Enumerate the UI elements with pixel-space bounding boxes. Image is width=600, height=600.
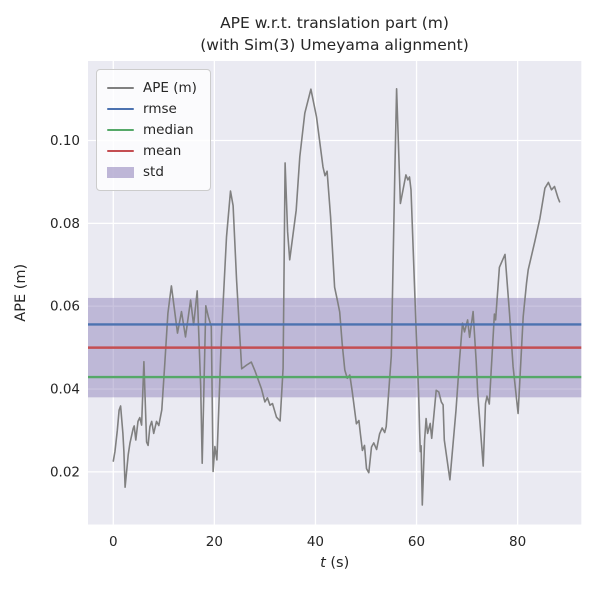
legend-label: rmse [143, 100, 177, 117]
legend-line-swatch [107, 150, 134, 153]
x-tick-label: 80 [509, 534, 526, 550]
x-axis-label: t (s) [320, 555, 349, 571]
legend-line-swatch [107, 86, 134, 89]
y-tick-label: 0.04 [50, 382, 80, 398]
legend-line-swatch [107, 107, 134, 110]
x-tick-label: 60 [408, 534, 425, 550]
x-tick-label: 40 [307, 534, 324, 550]
legend-label: mean [143, 143, 182, 160]
legend-item-rmse: rmse [107, 98, 197, 119]
legend-line-swatch [107, 128, 134, 131]
y-tick-label: 0.10 [50, 133, 80, 149]
legend-label: std [143, 164, 164, 181]
y-axis-label: APE (m) [13, 264, 29, 322]
chart-subtitle: (with Sim(3) Umeyama alignment) [200, 36, 469, 54]
y-tick-label: 0.02 [50, 464, 80, 480]
legend-item-median: median [107, 119, 197, 140]
x-tick-label: 0 [109, 534, 118, 550]
legend-item-ape-m-: APE (m) [107, 77, 197, 98]
chart-title: APE w.r.t. translation part (m) [220, 14, 449, 32]
y-tick-label: 0.06 [50, 299, 80, 315]
legend-item-mean: mean [107, 141, 197, 162]
legend-label: median [143, 121, 194, 138]
legend: APE (m) rmse median mean std [96, 69, 211, 191]
y-tick-label: 0.08 [50, 216, 80, 232]
legend-item-std: std [107, 162, 197, 183]
ape-line [112, 88, 561, 506]
x-tick-label: 20 [206, 534, 223, 550]
legend-label: APE (m) [143, 79, 197, 96]
legend-patch-swatch [107, 166, 134, 178]
